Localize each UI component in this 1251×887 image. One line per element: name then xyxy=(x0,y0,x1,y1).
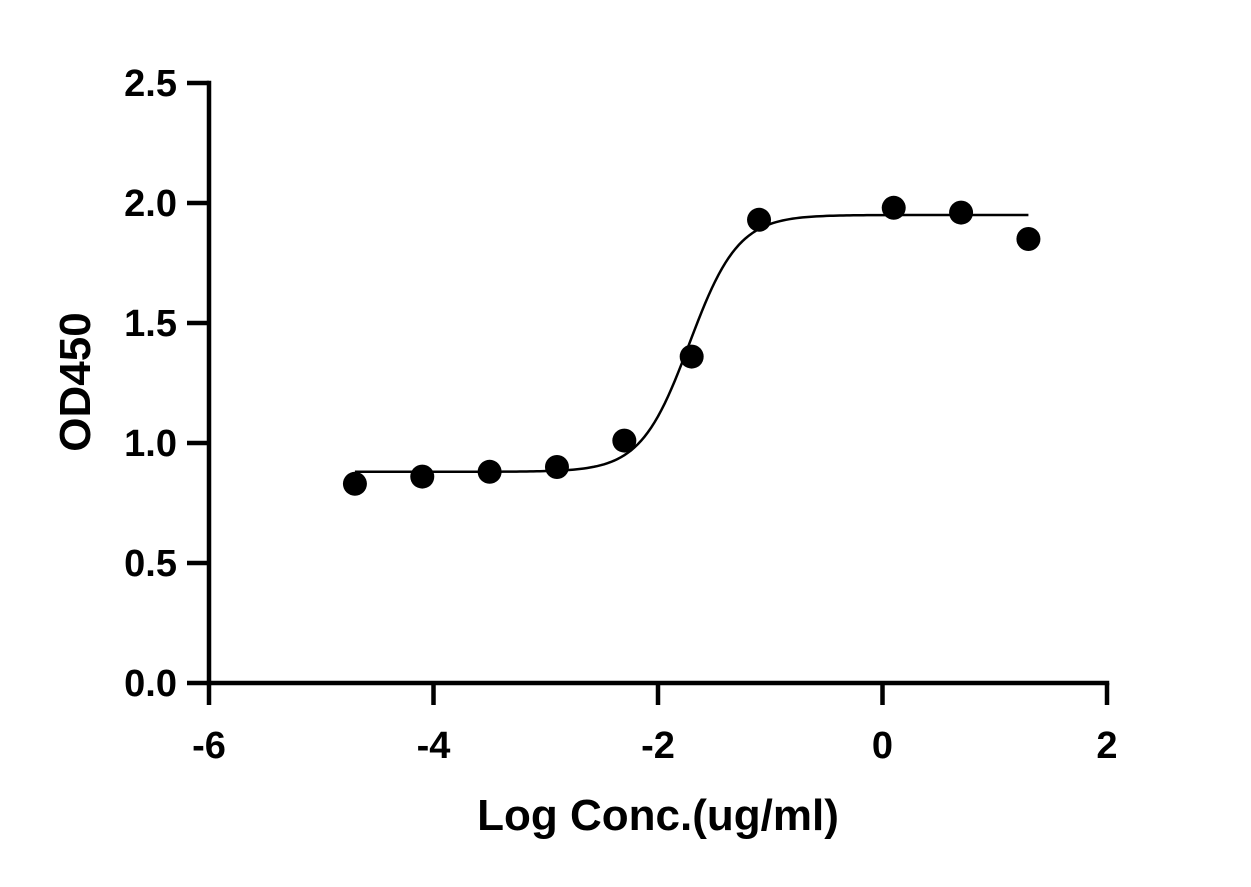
data-point xyxy=(949,200,974,225)
y-axis-title: OD450 xyxy=(51,312,100,451)
data-point xyxy=(1016,227,1041,251)
fit-curve-layer xyxy=(354,213,1029,474)
fit-curve xyxy=(354,213,1029,474)
x-tick-label: -4 xyxy=(417,725,451,767)
data-points xyxy=(342,195,1041,496)
data-point xyxy=(410,464,435,489)
y-tick-label: 1.0 xyxy=(124,423,177,465)
data-point xyxy=(747,207,772,232)
x-tick-label: 2 xyxy=(1096,725,1117,767)
y-tick-label: 1.5 xyxy=(124,303,177,345)
x-tick-label: -2 xyxy=(641,725,675,767)
data-point xyxy=(342,471,367,496)
y-tick-label: 0.0 xyxy=(124,663,177,705)
y-tick-label: 2.5 xyxy=(124,63,177,105)
x-tick-label: -6 xyxy=(192,725,226,767)
data-point xyxy=(612,428,637,453)
data-point xyxy=(881,195,906,220)
data-point xyxy=(544,455,569,479)
y-tick-label: 2.0 xyxy=(124,183,177,225)
data-point xyxy=(477,459,502,484)
x-tick-label: 0 xyxy=(872,725,893,767)
x-axis-title: Log Conc.(ug/ml) xyxy=(477,791,839,840)
axes: 0.0 0.5 1.0 1.5 2.0 2.5 -6 -4 -2 0 2 xyxy=(124,63,1117,767)
data-point xyxy=(679,344,704,369)
y-tick-label: 0.5 xyxy=(124,543,177,585)
